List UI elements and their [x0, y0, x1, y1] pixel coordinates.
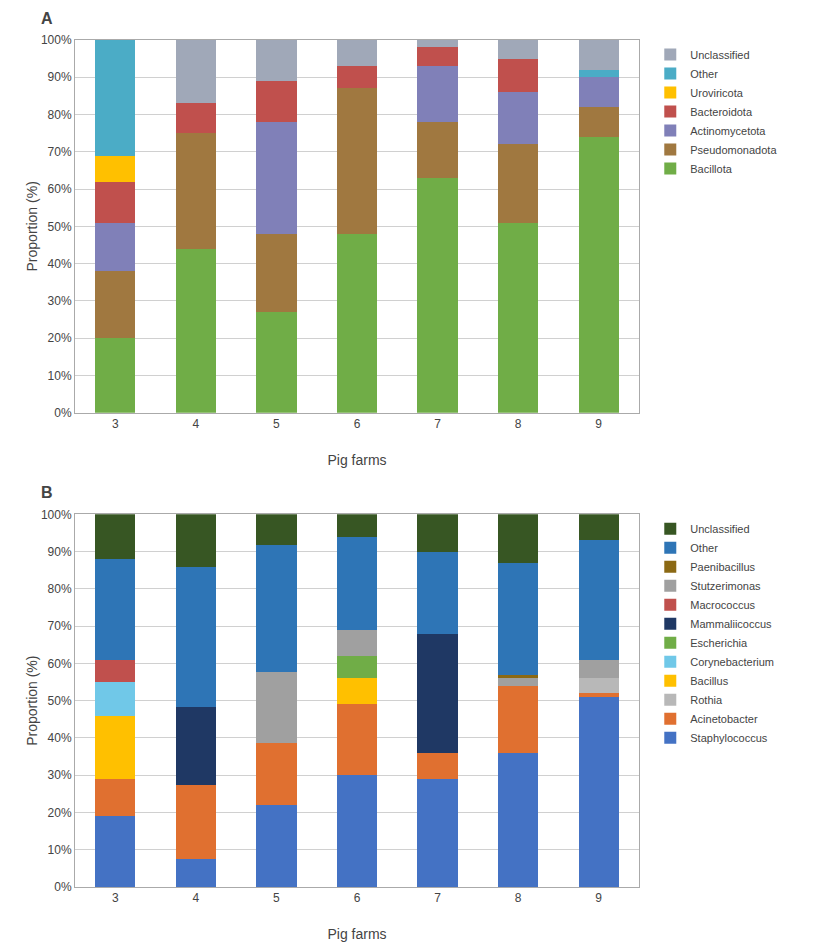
svg-text:50%: 50% [48, 220, 72, 234]
svg-text:100%: 100% [41, 33, 72, 47]
svg-text:Unclassified: Unclassified [690, 523, 749, 535]
svg-text:Other: Other [690, 68, 718, 80]
svg-text:B: B [41, 484, 53, 501]
svg-text:40%: 40% [48, 731, 72, 745]
svg-text:Acinetobacter: Acinetobacter [690, 713, 758, 725]
svg-text:Rothia: Rothia [690, 694, 723, 706]
svg-text:8: 8 [515, 891, 522, 905]
svg-text:Unclassified: Unclassified [690, 49, 749, 61]
svg-text:80%: 80% [48, 108, 72, 122]
svg-text:0%: 0% [54, 880, 72, 894]
svg-text:Other: Other [690, 542, 718, 554]
svg-text:Pig farms: Pig farms [327, 452, 386, 468]
svg-text:8: 8 [515, 417, 522, 431]
svg-text:Uroviricota: Uroviricota [690, 87, 743, 99]
svg-text:30%: 30% [48, 294, 72, 308]
svg-text:7: 7 [434, 891, 441, 905]
svg-text:40%: 40% [48, 257, 72, 271]
svg-text:20%: 20% [48, 806, 72, 820]
svg-text:Bacteroidota: Bacteroidota [690, 106, 753, 118]
svg-text:100%: 100% [41, 508, 72, 522]
svg-text:Macrococcus: Macrococcus [690, 599, 755, 611]
svg-text:9: 9 [595, 891, 602, 905]
svg-text:20%: 20% [48, 331, 72, 345]
svg-text:Stutzerimonas: Stutzerimonas [690, 580, 761, 592]
svg-text:Proportion (%): Proportion (%) [24, 181, 40, 271]
svg-text:Bacillus: Bacillus [690, 675, 728, 687]
svg-text:Actinomycetota: Actinomycetota [690, 125, 766, 137]
svg-text:9: 9 [595, 417, 602, 431]
svg-text:10%: 10% [48, 843, 72, 857]
svg-text:80%: 80% [48, 582, 72, 596]
svg-text:Proportion (%): Proportion (%) [24, 656, 40, 746]
svg-text:Escherichia: Escherichia [690, 637, 748, 649]
svg-text:Staphylococcus: Staphylococcus [690, 732, 768, 744]
svg-text:Bacillota: Bacillota [690, 163, 732, 175]
svg-text:4: 4 [193, 417, 200, 431]
svg-text:6: 6 [354, 891, 361, 905]
svg-text:70%: 70% [48, 145, 72, 159]
svg-text:Pig farms: Pig farms [327, 926, 386, 942]
svg-text:3: 3 [112, 417, 119, 431]
svg-text:60%: 60% [48, 182, 72, 196]
svg-text:3: 3 [112, 891, 119, 905]
svg-text:Corynebacterium: Corynebacterium [690, 656, 774, 668]
svg-text:70%: 70% [48, 619, 72, 633]
svg-text:4: 4 [193, 891, 200, 905]
svg-text:5: 5 [273, 417, 280, 431]
svg-text:10%: 10% [48, 369, 72, 383]
svg-text:Pseudomonadota: Pseudomonadota [690, 144, 777, 156]
svg-text:7: 7 [434, 417, 441, 431]
svg-text:90%: 90% [48, 70, 72, 84]
svg-text:5: 5 [273, 891, 280, 905]
svg-text:A: A [41, 10, 53, 27]
svg-text:50%: 50% [48, 694, 72, 708]
svg-text:Paenibacillus: Paenibacillus [690, 561, 755, 573]
svg-text:6: 6 [354, 417, 361, 431]
svg-text:0%: 0% [54, 406, 72, 420]
svg-text:Mammaliicoccus: Mammaliicoccus [690, 618, 772, 630]
svg-text:30%: 30% [48, 768, 72, 782]
svg-text:90%: 90% [48, 545, 72, 559]
svg-text:60%: 60% [48, 657, 72, 671]
